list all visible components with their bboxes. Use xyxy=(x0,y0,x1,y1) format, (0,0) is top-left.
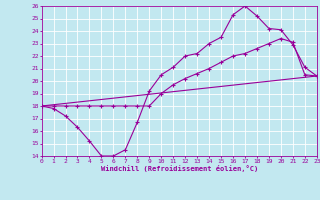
X-axis label: Windchill (Refroidissement éolien,°C): Windchill (Refroidissement éolien,°C) xyxy=(100,165,258,172)
